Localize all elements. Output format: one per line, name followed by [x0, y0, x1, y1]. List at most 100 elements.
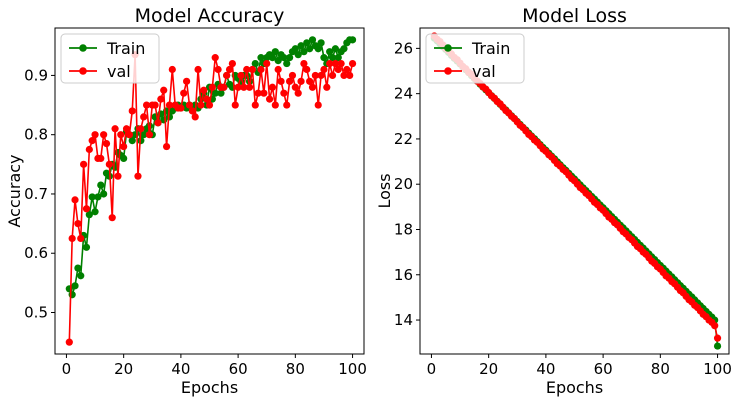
- chart-0-ytick-label: 0.7: [24, 185, 48, 203]
- chart-0-ytick-label: 0.5: [24, 304, 48, 322]
- chart-0-series-train-point: [328, 54, 337, 62]
- chart-0-series-val-point: [337, 59, 345, 68]
- chart-1-series-val-point: [711, 322, 719, 330]
- chart-0-series-train-point: [320, 54, 328, 62]
- chart-0-series-val-point: [125, 131, 133, 139]
- chart-0-series-val-point: [117, 131, 125, 139]
- chart-0-series-val-point: [254, 89, 262, 97]
- chart-0-series-val-point: [180, 89, 188, 97]
- chart-1-ytick-label: 20: [394, 175, 413, 193]
- chart-0-series-val-point: [237, 71, 245, 80]
- chart-0-series-val-point: [343, 65, 351, 74]
- chart-0-series-val-point: [308, 83, 317, 91]
- chart-0-series-train-point: [314, 45, 322, 53]
- chart-0-series-val-point: [160, 86, 168, 94]
- chart-0-series-val-point: [251, 101, 259, 109]
- chart-0-series-train-point: [317, 39, 325, 47]
- chart-0-series-train-point: [74, 264, 82, 272]
- chart-0-series-train-point: [306, 45, 314, 53]
- chart-0-series-val-point: [214, 65, 222, 74]
- chart-0-series-val-point: [317, 71, 325, 80]
- chart-1-ylabel: Loss: [375, 173, 394, 208]
- chart-1-xtick-label: 0: [427, 360, 437, 378]
- chart-0-series-val-point: [346, 71, 354, 80]
- chart-0-series-val-point: [228, 59, 236, 68]
- chart-0-series-val-point: [74, 220, 82, 228]
- chart-0-series-val-point: [91, 131, 99, 139]
- chart-0-series-val-point: [328, 71, 337, 80]
- chart-0-legend-label-train: Train: [106, 39, 145, 58]
- chart-0-series-val-point: [297, 77, 305, 85]
- chart-0-series-val-point: [340, 71, 348, 80]
- chart-1-xtick-label: 20: [479, 360, 498, 378]
- chart-0-series-train-point: [120, 154, 128, 162]
- chart-0-series-val-point: [97, 154, 105, 162]
- chart-0-series-val-point: [111, 125, 119, 133]
- chart-0-series-val-point: [100, 131, 108, 139]
- chart-0-series-val-point: [326, 59, 334, 68]
- chart-1-ytick-label: 24: [394, 85, 413, 103]
- chart-0-series-val-point: [82, 205, 91, 213]
- chart-0-series-train-point: [300, 48, 308, 56]
- chart-0-series-val-point: [274, 65, 282, 74]
- chart-1-legend-label-val: val: [472, 62, 496, 81]
- chart-0-series-val-point: [294, 89, 302, 97]
- chart-0-series-train-point: [140, 131, 148, 139]
- chart-0-series-train-point: [100, 190, 108, 198]
- chart-0-series-val-point: [203, 95, 211, 103]
- chart-0-series-val-point: [177, 104, 185, 112]
- chart-0-series-val-point: [260, 89, 268, 97]
- chart-0-series-val-point: [168, 65, 176, 74]
- chart-0-series-val-point: [286, 77, 294, 85]
- chart-0-series-train-point: [91, 208, 99, 216]
- chart-0-series-train-point: [94, 193, 102, 201]
- chart-0-series-val-point: [68, 234, 76, 243]
- chart-0-series-train-point: [85, 211, 93, 219]
- chart-1-legend-marker-train: [444, 44, 452, 52]
- chart-0-xlabel: Epochs: [181, 378, 238, 397]
- chart-0-axes-frame: [54, 27, 365, 355]
- chart-0-ytick-label: 0.9: [24, 66, 48, 84]
- chart-0-series-val-point: [240, 83, 248, 91]
- chart-0-series-train-point: [251, 59, 259, 68]
- chart-0-series-train-point: [271, 48, 279, 56]
- chart-0-series-train-point: [128, 137, 136, 145]
- chart-1-legend-label-train: Train: [471, 39, 510, 58]
- chart-0-series-val-point: [323, 83, 331, 91]
- chart-0-series-val-point: [223, 71, 231, 80]
- chart-0-xtick-label: 20: [114, 360, 133, 378]
- chart-0-series-val-point: [243, 65, 251, 74]
- chart-0-series-val-point: [280, 89, 288, 97]
- chart-0-series-train-point: [326, 48, 334, 56]
- chart-0-series-train-point: [286, 54, 294, 62]
- chart-0-series-val-point: [263, 59, 271, 68]
- chart-0-series-val-point: [65, 338, 73, 346]
- chart-0-series-train-point: [340, 45, 348, 53]
- chart-0-series-train-point: [308, 36, 317, 44]
- chart-0-series-val-point: [245, 83, 254, 91]
- chart-0-series-val-point: [288, 71, 297, 80]
- chart-0-series-val-point: [257, 65, 265, 74]
- chart-0-xtick-label: 0: [62, 360, 72, 378]
- chart-1-ytick-label: 16: [394, 266, 413, 284]
- chart-0-series-val-point: [145, 131, 154, 139]
- chart-0-series-val-point: [331, 59, 339, 68]
- chart-0-title: Model Accuracy: [135, 5, 285, 27]
- chart-1-xtick-label: 80: [651, 360, 670, 378]
- chart-0-series-val-point: [194, 65, 202, 74]
- chart-0-series-train-point: [348, 36, 357, 44]
- chart-0-ylabel: Accuracy: [5, 154, 24, 227]
- chart-0-ytick-label: 0.6: [24, 244, 48, 262]
- chart-0-series-val-point: [154, 119, 162, 127]
- chart-1-title: Model Loss: [522, 5, 627, 27]
- chart-0-series-train-point: [97, 181, 105, 189]
- chart-1-xtick-label: 40: [536, 360, 555, 378]
- chart-0-series-val-point: [268, 83, 277, 91]
- chart-0-series-val-point: [314, 101, 322, 109]
- chart-0-series-val-point: [311, 71, 319, 80]
- chart-0-series-train-point: [291, 45, 299, 53]
- chart-0-series-train-point: [211, 89, 219, 97]
- chart-0-series-train-point: [294, 51, 302, 59]
- chart-0-series-train-point: [82, 243, 91, 251]
